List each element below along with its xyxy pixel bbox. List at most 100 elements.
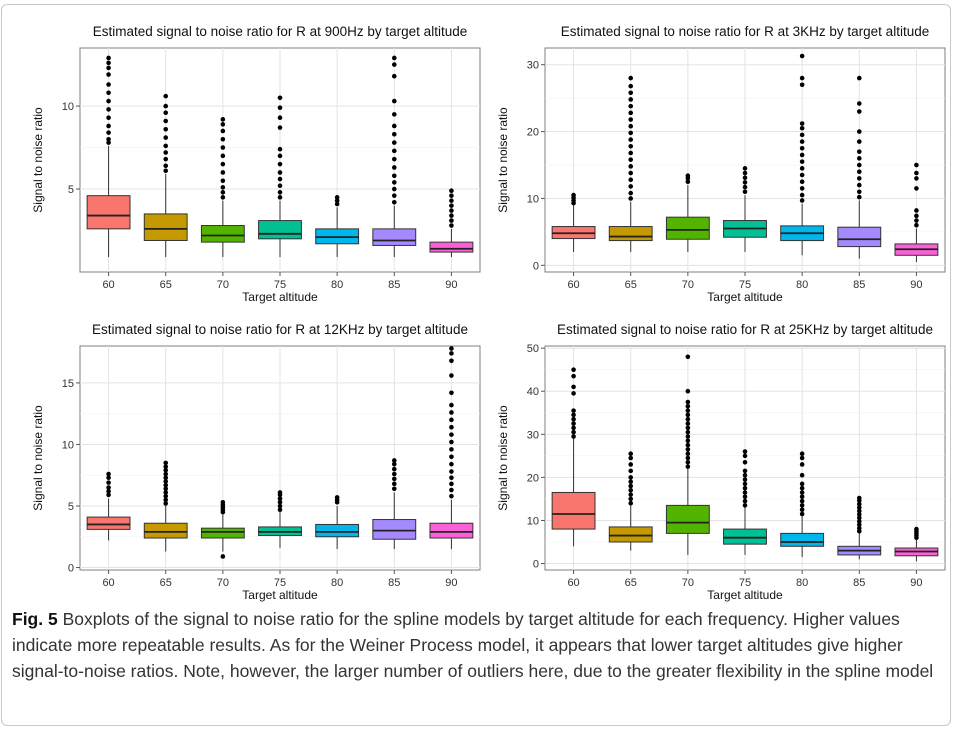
box-group xyxy=(143,460,188,552)
outlier-point xyxy=(685,464,691,469)
outlier-point xyxy=(628,184,634,189)
y-tick-label: 0 xyxy=(68,563,74,575)
outlier-point xyxy=(742,460,748,465)
outlier-point xyxy=(334,495,340,500)
outlier-point xyxy=(742,175,748,181)
outlier-point xyxy=(799,139,805,144)
outlier-point xyxy=(106,98,111,104)
box-group xyxy=(315,495,360,550)
y-tick-label: 30 xyxy=(527,60,539,72)
box-iqr xyxy=(429,522,474,539)
outlier-point xyxy=(742,472,748,478)
y-tick-label: 5 xyxy=(68,501,74,513)
outlier-point xyxy=(449,218,454,223)
outlier-point xyxy=(449,390,454,396)
x-tick-label: 90 xyxy=(445,279,457,291)
outlier-point xyxy=(742,498,748,504)
box-group xyxy=(780,53,825,256)
y-tick-label: 10 xyxy=(527,193,539,205)
box-group xyxy=(894,526,939,562)
outlier-point xyxy=(220,170,226,175)
outlier-point xyxy=(799,186,805,191)
x-tick-label: 75 xyxy=(274,279,286,291)
outlier-point xyxy=(163,93,169,99)
boxplot-panel-3khz: 0 10 20 30 60 65 70 75 80 85 90 Estimated signal to… xyxy=(485,10,954,310)
outlier-point xyxy=(106,60,111,66)
outlier-point xyxy=(742,449,748,454)
outlier-point xyxy=(334,195,340,200)
x-tick-label: 80 xyxy=(331,577,343,589)
boxplot-panel-12khz: 0 5 10 15 60 65 70 75 80 85 90 Estimated signal to … xyxy=(20,308,490,608)
outlier-point xyxy=(277,503,283,509)
outlier-point xyxy=(106,72,111,77)
chart-title: Estimated signal to noise ratio for R at… xyxy=(92,322,468,337)
outlier-point xyxy=(106,115,111,120)
x-tick-label: 85 xyxy=(853,577,865,589)
outlier-point xyxy=(571,367,576,372)
outlier-point xyxy=(106,136,111,142)
outlier-point xyxy=(391,140,397,145)
outlier-point xyxy=(220,500,226,505)
outlier-point xyxy=(220,153,226,159)
x-tick-label: 80 xyxy=(331,279,343,291)
outlier-point xyxy=(799,152,805,158)
outlier-point xyxy=(742,490,748,495)
box-iqr xyxy=(143,213,188,241)
outlier-point xyxy=(449,417,454,423)
caption-text: Boxplots of the signal to noise ratio fo… xyxy=(12,609,934,681)
outlier-point xyxy=(914,176,919,181)
outlier-point xyxy=(685,388,691,394)
outlier-point xyxy=(799,172,805,178)
y-tick-label: 15 xyxy=(62,378,74,390)
outlier-point xyxy=(856,176,862,181)
outlier-point xyxy=(628,451,634,456)
outlier-point xyxy=(628,97,634,102)
outlier-point xyxy=(742,166,748,171)
box-group xyxy=(608,75,653,252)
outlier-point xyxy=(449,432,454,437)
x-tick-label: 75 xyxy=(739,279,751,291)
outlier-point xyxy=(742,503,748,508)
x-tick-label: 75 xyxy=(739,577,751,589)
outlier-point xyxy=(449,439,454,445)
outlier-point xyxy=(163,103,169,109)
outlier-point xyxy=(799,125,805,131)
outlier-point xyxy=(220,128,226,134)
box-iqr xyxy=(429,241,474,253)
outlier-point xyxy=(391,180,397,185)
outlier-point xyxy=(449,198,454,203)
outlier-point xyxy=(856,508,862,514)
chart-title: Estimated signal to noise ratio for R at… xyxy=(561,24,929,39)
outlier-point xyxy=(277,496,283,501)
outlier-point xyxy=(391,481,397,487)
caption-label: Fig. 5 xyxy=(12,609,58,629)
outlier-point xyxy=(391,131,397,137)
y-tick-label: 50 xyxy=(527,343,539,355)
y-tick-label: 10 xyxy=(62,439,74,451)
outlier-point xyxy=(856,519,862,524)
outlier-point xyxy=(628,164,634,169)
box-group xyxy=(258,490,302,548)
outlier-point xyxy=(391,476,397,482)
outlier-point xyxy=(391,165,397,170)
outlier-point xyxy=(685,455,691,461)
outlier-point xyxy=(449,213,454,218)
outlier-point xyxy=(449,188,454,193)
outlier-point xyxy=(277,190,283,195)
outlier-point xyxy=(742,184,748,190)
y-tick-label: 10 xyxy=(62,101,74,113)
y-tick-label: 0 xyxy=(533,559,539,571)
outlier-point xyxy=(799,121,805,126)
box-iqr xyxy=(86,516,131,530)
outlier-point xyxy=(628,143,634,149)
x-tick-label: 85 xyxy=(388,279,400,291)
outlier-point xyxy=(277,183,283,189)
outlier-point xyxy=(914,208,919,213)
y-tick-label: 40 xyxy=(527,386,539,398)
outlier-point xyxy=(685,416,691,422)
outlier-point xyxy=(685,179,691,185)
outlier-point xyxy=(163,490,169,495)
box-group xyxy=(723,166,767,252)
outlier-point xyxy=(106,130,111,135)
x-tick-label: 85 xyxy=(388,577,400,589)
